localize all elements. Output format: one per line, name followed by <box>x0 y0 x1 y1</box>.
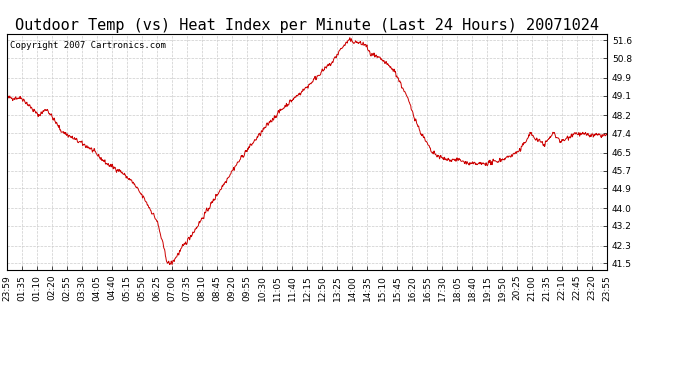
Text: Copyright 2007 Cartronics.com: Copyright 2007 Cartronics.com <box>10 41 166 50</box>
Title: Outdoor Temp (vs) Heat Index per Minute (Last 24 Hours) 20071024: Outdoor Temp (vs) Heat Index per Minute … <box>15 18 599 33</box>
